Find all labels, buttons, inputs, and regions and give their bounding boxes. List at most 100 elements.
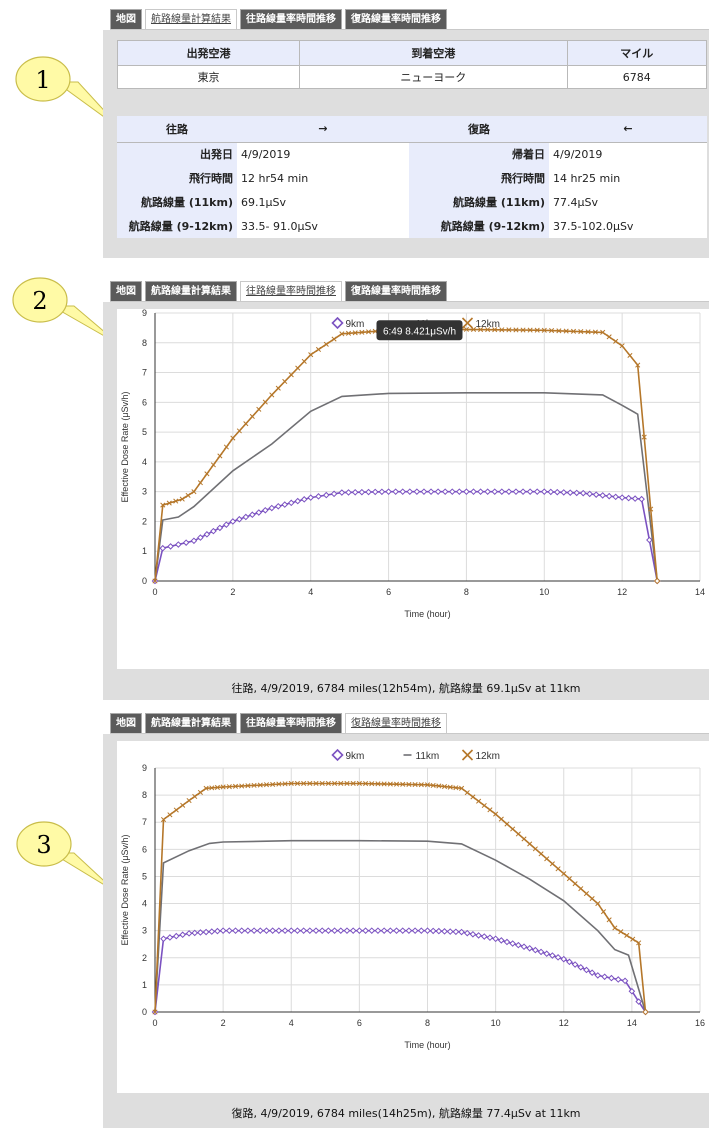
point-9km <box>358 488 366 496</box>
tab-route-dose-result[interactable]: 航路線量計算結果 <box>145 281 237 301</box>
point-9km <box>540 488 548 495</box>
point-12km <box>606 917 612 923</box>
point-9km <box>533 488 541 495</box>
point-12km <box>578 329 584 335</box>
tab-return-dose-rate[interactable]: 復路線量率時間推移 <box>345 713 447 733</box>
point-12km <box>210 462 216 468</box>
point-9km <box>203 531 211 538</box>
point-9km <box>566 958 573 966</box>
tab-map[interactable]: 地図 <box>110 281 142 301</box>
point-12km <box>641 434 647 440</box>
point-12km <box>532 846 538 852</box>
point-12km <box>204 471 210 477</box>
point-9km <box>526 944 533 952</box>
point-9km <box>208 928 216 935</box>
point-12km <box>612 925 618 931</box>
point-12km <box>197 789 203 795</box>
tab-map[interactable]: 地図 <box>110 713 142 733</box>
point-9km <box>191 929 199 937</box>
point-12km <box>441 784 448 790</box>
point-9km <box>330 490 338 498</box>
point-9km <box>269 927 276 934</box>
point-9km <box>475 932 482 939</box>
point-12km <box>308 352 314 358</box>
point-12km <box>166 500 172 506</box>
point-9km <box>249 511 256 519</box>
x-tick-label: 14 <box>627 1018 637 1028</box>
tab-return-dose-rate[interactable]: 復路線量率時間推移 <box>345 281 447 301</box>
point-9km <box>625 494 632 502</box>
point-12km <box>485 327 491 333</box>
y-tick-label: 3 <box>142 487 147 497</box>
point-9km <box>255 509 263 516</box>
point-12km <box>635 362 641 368</box>
point-12km <box>239 783 245 789</box>
y-tick-label: 2 <box>142 953 147 963</box>
point-12km <box>269 392 275 398</box>
point-12km <box>618 929 624 935</box>
point-12km <box>288 780 294 787</box>
point-9km <box>294 927 301 934</box>
legend-label: 9km <box>346 319 365 330</box>
point-12km <box>549 861 555 867</box>
point-9km <box>223 521 230 528</box>
point-12km <box>436 783 442 789</box>
point-12km <box>350 780 356 787</box>
point-9km <box>315 493 322 500</box>
tab-return-dose-rate[interactable]: 復路線量率時間推移 <box>345 9 447 29</box>
point-12km <box>217 453 223 459</box>
tab-outbound-dose-rate[interactable]: 往路線量率時間推移 <box>240 281 342 301</box>
x-axis-label: Time (hour) <box>404 609 450 619</box>
point-12km <box>344 780 350 787</box>
tab-outbound-dose-rate[interactable]: 往路線量率時間推移 <box>240 713 342 733</box>
point-12km <box>487 807 493 813</box>
point-9km <box>392 488 399 495</box>
tab-map[interactable]: 地図 <box>110 9 142 29</box>
point-9km <box>399 488 407 495</box>
chart-grid <box>154 767 701 1013</box>
point-12km <box>203 785 209 791</box>
tab-route-dose-result[interactable]: 航路線量計算結果 <box>145 9 237 29</box>
tab-outbound-dose-rate[interactable]: 往路線量率時間推移 <box>240 9 342 29</box>
point-9km <box>263 927 270 934</box>
point-12km <box>220 784 226 790</box>
point-9km <box>579 489 587 497</box>
point-9km <box>345 489 352 496</box>
point-9km <box>287 927 295 934</box>
point-9km <box>554 954 562 961</box>
point-9km <box>452 928 460 936</box>
x-tick-label: 0 <box>152 587 157 597</box>
return-caption: 復路, 4/9/2019, 6784 miles(14h25m), 航路線量 7… <box>231 1107 581 1120</box>
x-tick-label: 14 <box>695 587 705 597</box>
point-9km <box>202 928 210 936</box>
point-12km <box>381 781 387 787</box>
point-9km <box>456 488 463 495</box>
point-12km <box>339 331 345 337</box>
tab-route-dose-result[interactable]: 航路線量計算結果 <box>145 713 237 733</box>
point-9km <box>378 488 386 496</box>
point-12km <box>230 435 236 441</box>
point-9km <box>420 488 428 495</box>
point-12km <box>152 578 158 584</box>
series-line-12km <box>154 782 647 1013</box>
point-9km <box>219 927 227 934</box>
point-12km <box>470 794 476 800</box>
legend-label: 9km <box>346 751 365 762</box>
point-9km <box>543 950 551 958</box>
point-9km <box>362 927 369 934</box>
legend-label: 12km <box>476 319 500 330</box>
point-9km <box>547 488 555 496</box>
point-12km <box>406 781 412 787</box>
point-12km <box>245 783 251 789</box>
point-12km <box>510 826 516 832</box>
series-line-11km <box>154 392 658 582</box>
x-tick-label: 0 <box>152 1018 157 1028</box>
point-9km <box>469 930 477 938</box>
point-12km <box>556 328 562 334</box>
point-9km <box>549 952 556 959</box>
point-12km <box>363 781 369 787</box>
point-9km <box>435 927 443 935</box>
point-9km <box>503 938 511 946</box>
return-chart-area: 0 2 4 6 8 10 12 14 16 0 1 2 3 4 5 6 7 8 9 Time (hour) Effect… <box>117 741 709 1093</box>
point-9km <box>505 488 513 495</box>
